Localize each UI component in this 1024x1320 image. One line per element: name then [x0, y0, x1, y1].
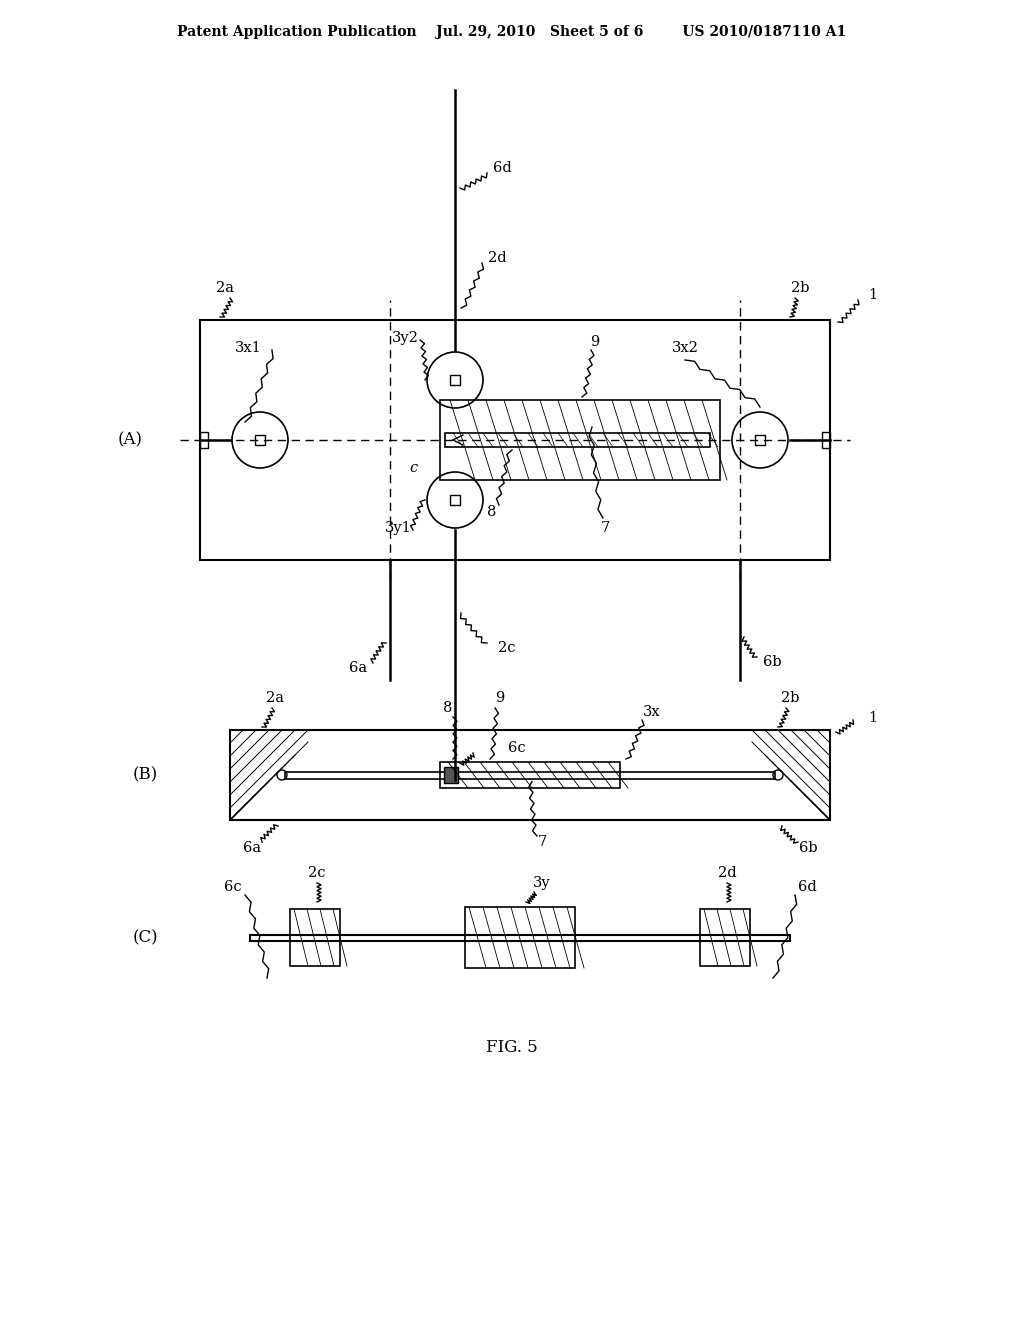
Text: 6d: 6d [493, 161, 511, 176]
Bar [440, 400, 720, 480]
Text: 2b: 2b [791, 281, 809, 294]
Text: 3y: 3y [534, 876, 551, 890]
Bar [440, 762, 620, 788]
Bar [700, 909, 750, 966]
Text: 2b: 2b [780, 690, 800, 705]
Text: 8: 8 [487, 506, 497, 519]
Text: 9: 9 [591, 335, 600, 348]
Text: 6c: 6c [508, 741, 525, 755]
Text: 3x1: 3x1 [234, 341, 261, 355]
Text: (B): (B) [132, 767, 158, 784]
Bar [450, 495, 460, 506]
Text: c: c [409, 461, 417, 475]
Text: 6c: 6c [224, 880, 242, 894]
Text: 3x: 3x [643, 705, 660, 719]
Text: 6b: 6b [763, 655, 781, 669]
Text: 3x2: 3x2 [672, 341, 698, 355]
Text: 2d: 2d [718, 866, 736, 880]
Bar [285, 771, 775, 779]
Text: 2c: 2c [308, 866, 326, 880]
Text: 6b: 6b [799, 841, 817, 855]
Bar [445, 433, 710, 447]
Text: 1: 1 [868, 711, 878, 725]
Text: 6a: 6a [243, 841, 261, 855]
Text: 7: 7 [600, 521, 609, 535]
Text: 6a: 6a [349, 661, 367, 675]
Text: FIG. 5: FIG. 5 [486, 1040, 538, 1056]
Bar [444, 767, 458, 783]
Text: 3y1: 3y1 [385, 521, 412, 535]
Bar [230, 730, 830, 820]
Bar [450, 375, 460, 385]
Bar [250, 935, 790, 940]
Text: (A): (A) [118, 432, 142, 449]
Text: 2c: 2c [499, 642, 516, 655]
Bar [290, 909, 340, 966]
Text: 1: 1 [868, 288, 878, 302]
Text: 9: 9 [496, 690, 505, 705]
Text: 2d: 2d [487, 251, 506, 265]
Bar [822, 432, 830, 447]
Bar [465, 907, 575, 968]
Bar [255, 436, 265, 445]
Text: 2a: 2a [266, 690, 284, 705]
Text: 3y2: 3y2 [391, 331, 419, 345]
Bar [755, 436, 765, 445]
Text: (C): (C) [132, 929, 158, 946]
Text: Patent Application Publication    Jul. 29, 2010   Sheet 5 of 6        US 2010/01: Patent Application Publication Jul. 29, … [177, 25, 847, 40]
Text: 2a: 2a [216, 281, 234, 294]
Text: 6d: 6d [798, 880, 816, 894]
Text: 7: 7 [538, 836, 547, 849]
Bar [200, 432, 208, 447]
Text: 8: 8 [443, 701, 453, 715]
Bar [200, 319, 830, 560]
